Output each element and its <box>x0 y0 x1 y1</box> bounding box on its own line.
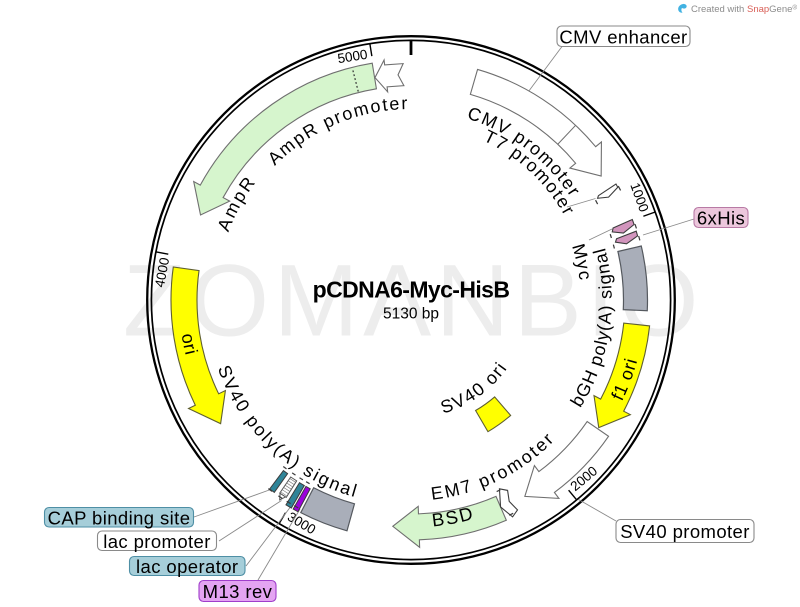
svg-text:lac promoter: lac promoter <box>103 531 211 552</box>
svg-text:4000: 4000 <box>152 256 172 288</box>
svg-text:ori: ori <box>178 332 202 357</box>
svg-text:M13 rev: M13 rev <box>203 581 273 602</box>
svg-text:lac operator: lac operator <box>136 556 239 577</box>
svg-text:pCDNA6-Myc-HisB: pCDNA6-Myc-HisB <box>313 276 510 302</box>
svg-text:CAP binding site: CAP binding site <box>48 507 191 528</box>
svg-text:ZOMANBIO: ZOMANBIO <box>123 244 703 358</box>
svg-text:CMV enhancer: CMV enhancer <box>559 26 687 47</box>
svg-text:SV40 promoter: SV40 promoter <box>620 521 750 542</box>
svg-text:6xHis: 6xHis <box>697 208 745 229</box>
svg-text:5130 bp: 5130 bp <box>383 306 439 323</box>
svg-text:SV40 poly(A) signal: SV40 poly(A) signal <box>214 362 361 501</box>
svg-text:Created with SnapGene®: Created with SnapGene® <box>691 4 797 16</box>
svg-text:5000: 5000 <box>336 47 368 67</box>
